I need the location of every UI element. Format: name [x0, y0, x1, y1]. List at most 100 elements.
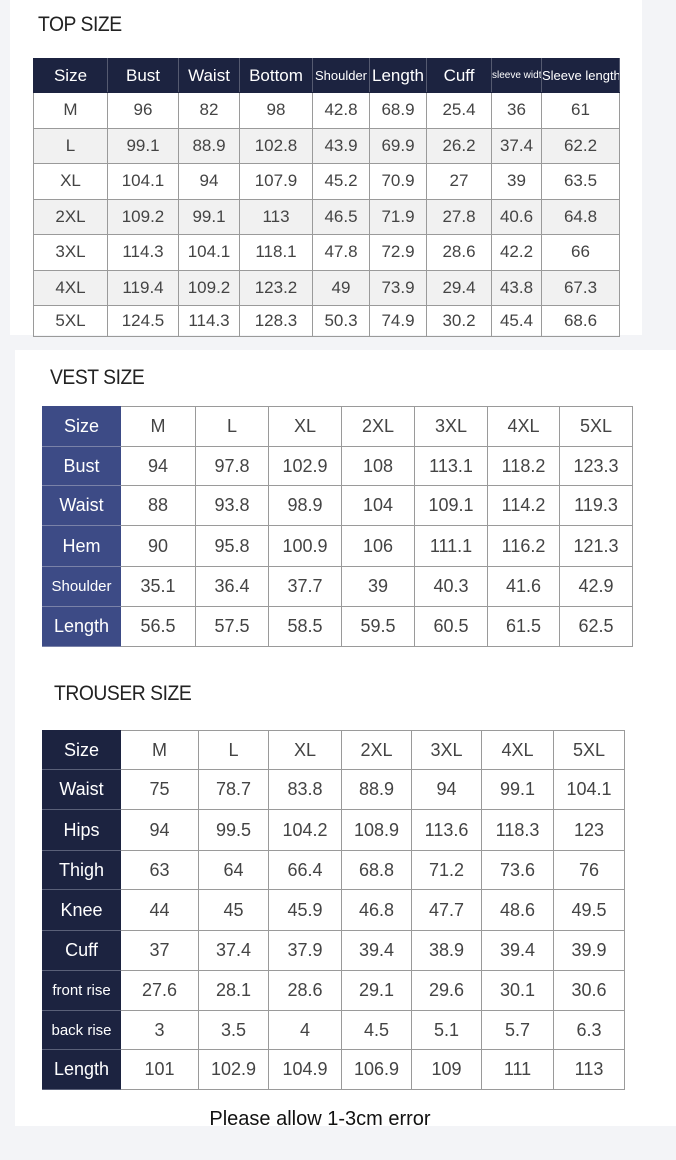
table-cell: 37.7 [268, 566, 342, 607]
table-cell: 93.8 [195, 485, 269, 526]
table-cell: 123.2 [239, 269, 313, 306]
table-cell: 116.2 [487, 525, 560, 567]
table-cell: 29.6 [411, 970, 482, 1011]
table-cell: 106.9 [341, 1049, 412, 1090]
table-cell: 46.8 [341, 889, 412, 931]
table-cell: 118.2 [487, 446, 560, 486]
table-cell: 108 [341, 446, 415, 486]
table-cell: 41.6 [487, 566, 560, 607]
table-cell: 114.2 [487, 485, 560, 526]
top-size-table: Size Bust Waist Bottom Shoulder Length Cuff sle… [33, 58, 620, 337]
table-cell: 60.5 [414, 606, 488, 647]
table-cell: 63 [120, 850, 199, 890]
row-label: Cuff [42, 930, 121, 971]
table-cell: 75 [120, 769, 199, 810]
table-cell: 57.5 [195, 606, 269, 647]
table-row: 2XL 109.2 99.1 113 46.5 71.9 27.8 40.6 64.8 [33, 198, 620, 235]
table-cell: 63.5 [541, 163, 620, 200]
table-cell: 104.1 [107, 163, 179, 200]
table-cell: 94 [120, 446, 196, 486]
table-cell: 100.9 [268, 525, 342, 567]
table-cell: 45.9 [268, 889, 342, 931]
table-cell: 104.1 [178, 234, 240, 271]
trouser-size-title: TROUSER SIZE [54, 682, 192, 705]
table-row: Size M L XL 2XL 3XL 4XL 5XL [42, 730, 625, 770]
table-cell: 71.2 [411, 850, 482, 890]
table-cell: 102.8 [239, 127, 313, 164]
table-cell: 27.6 [120, 970, 199, 1011]
table-cell: 124.5 [107, 305, 179, 337]
table-cell: 111 [481, 1049, 554, 1090]
column-header: Size [33, 58, 108, 93]
table-cell: 4 [268, 1010, 342, 1050]
column-header: Length [369, 58, 427, 93]
table-cell: 61.5 [487, 606, 560, 647]
table-cell: 114.3 [107, 234, 179, 271]
row-label: Knee [42, 889, 121, 931]
table-row: Shoulder 35.1 36.4 37.7 39 40.3 41.6 42.9 [42, 566, 633, 607]
table-cell: 113.6 [411, 809, 482, 851]
table-cell: 111.1 [414, 525, 488, 567]
table-row: Length 56.5 57.5 58.5 59.5 60.5 61.5 62.5 [42, 606, 633, 647]
table-cell: 102.9 [198, 1049, 269, 1090]
table-cell: 90 [120, 525, 196, 567]
table-cell: 45.4 [491, 305, 542, 337]
table-cell: 71.9 [369, 198, 427, 235]
table-cell: 39 [491, 163, 542, 200]
table-cell: 30.6 [553, 970, 625, 1011]
table-cell: 88.9 [341, 769, 412, 810]
table-cell: 78.7 [198, 769, 269, 810]
table-cell: 113 [553, 1049, 625, 1090]
table-cell: 30.2 [426, 305, 492, 337]
table-cell: 39.9 [553, 930, 625, 971]
table-row: 5XL 124.5 114.3 128.3 50.3 74.9 30.2 45.4 68.6 [33, 305, 620, 337]
row-label: Thigh [42, 850, 121, 890]
size-label: 2XL [33, 198, 108, 235]
table-cell: 123 [553, 809, 625, 851]
table-cell: 73.6 [481, 850, 554, 890]
table-cell: 38.9 [411, 930, 482, 971]
table-cell: 83.8 [268, 769, 342, 810]
table-cell: 94 [411, 769, 482, 810]
table-cell: 72.9 [369, 234, 427, 271]
size-label: 5XL [33, 305, 108, 337]
vest-size-title: VEST SIZE [50, 366, 145, 389]
column-header: Waist [178, 58, 240, 93]
table-cell: 37 [120, 930, 199, 971]
table-cell: 39.4 [341, 930, 412, 971]
size-header: M [120, 730, 199, 770]
row-label: Waist [42, 485, 121, 526]
row-label: Length [42, 606, 121, 647]
table-cell: 43.9 [312, 127, 370, 164]
table-cell: 45.2 [312, 163, 370, 200]
table-row: Cuff 37 37.4 37.9 39.4 38.9 39.4 39.9 [42, 930, 625, 971]
table-cell: 70.9 [369, 163, 427, 200]
table-row: Length 101 102.9 104.9 106.9 109 111 113 [42, 1049, 625, 1090]
table-cell: 37.9 [268, 930, 342, 971]
table-cell: 94 [178, 163, 240, 200]
table-cell: 39 [341, 566, 415, 607]
column-header: Bottom [239, 58, 313, 93]
row-label: front rise [42, 970, 121, 1011]
table-cell: 118.1 [239, 234, 313, 271]
table-cell: 88 [120, 485, 196, 526]
table-cell: 26.2 [426, 127, 492, 164]
size-header: XL [268, 730, 342, 770]
size-header: 3XL [414, 406, 488, 447]
table-cell: 29.1 [341, 970, 412, 1011]
size-label: L [33, 127, 108, 164]
trouser-size-table: Size M L XL 2XL 3XL 4XL 5XL Waist 75 78.7 83.8 88.9 9… [42, 730, 625, 1090]
size-header: 2XL [341, 730, 412, 770]
size-header: XL [268, 406, 342, 447]
table-cell: 97.8 [195, 446, 269, 486]
table-cell: 118.3 [481, 809, 554, 851]
table-cell: 27 [426, 163, 492, 200]
table-row: 3XL 114.3 104.1 118.1 47.8 72.9 28.6 42.2 66 [33, 234, 620, 271]
table-cell: 45 [198, 889, 269, 931]
size-header: L [198, 730, 269, 770]
size-header: 4XL [487, 406, 560, 447]
table-cell: 101 [120, 1049, 199, 1090]
table-cell: 58.5 [268, 606, 342, 647]
table-cell: 43.8 [491, 269, 542, 306]
table-cell: 28.6 [268, 970, 342, 1011]
